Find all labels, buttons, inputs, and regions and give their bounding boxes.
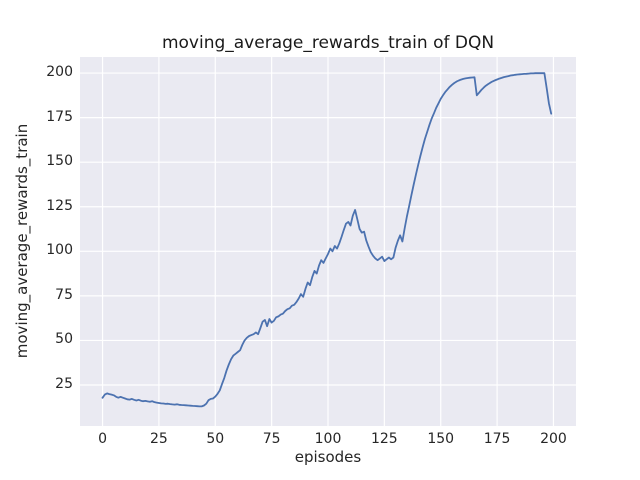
x-tick-label: 25	[149, 431, 168, 447]
series-line	[101, 72, 553, 408]
y-tick-label: 175	[46, 108, 73, 125]
x-axis-label: episodes	[294, 448, 362, 466]
y-tick-label: 100	[46, 242, 73, 259]
chart-title: moving_average_rewards_train of DQN	[161, 33, 495, 53]
x-tick-label: 175	[483, 431, 511, 447]
x-tick-label: 100	[314, 431, 342, 447]
y-tick-label: 150	[46, 153, 73, 170]
x-tick-label: 150	[427, 431, 455, 447]
x-tick-label: 200	[540, 431, 567, 447]
x-tick-label: 50	[206, 431, 225, 447]
y-tick-label: 75	[55, 286, 73, 303]
x-tick-label: 125	[370, 431, 398, 447]
y-tick-label: 25	[55, 376, 73, 392]
x-tick-label: 75	[262, 431, 281, 447]
y-tick-label: 50	[55, 331, 73, 348]
y-tick-label: 200	[46, 64, 73, 81]
x-tick-label: 0	[98, 431, 107, 447]
y-tick-label: 125	[46, 197, 73, 214]
